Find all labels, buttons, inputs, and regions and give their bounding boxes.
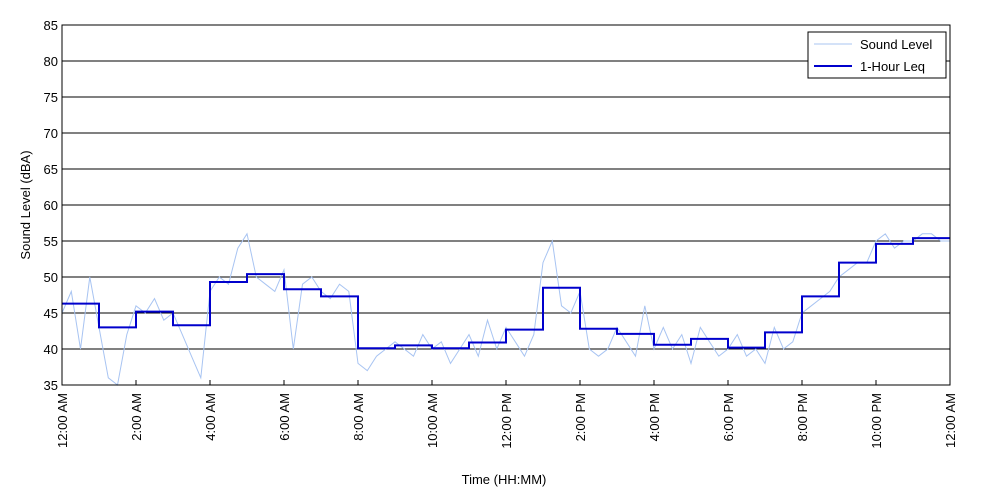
grid-lines [62, 60, 950, 350]
y-tick-label: 85 [44, 18, 58, 33]
legend: Sound Level 1-Hour Leq [807, 31, 947, 79]
y-tick-label: 50 [44, 270, 58, 285]
y-tick-label: 75 [44, 90, 58, 105]
x-tick-label: 6:00 AM [277, 393, 292, 441]
x-tick-label: 10:00 AM [425, 393, 440, 448]
y-tick-label: 45 [44, 306, 58, 321]
x-tick-label: 2:00 PM [573, 393, 588, 441]
y-tick-label: 65 [44, 162, 58, 177]
y-tick-label: 40 [44, 342, 58, 357]
x-tick-label: 8:00 PM [795, 393, 810, 441]
y-tick-label: 55 [44, 234, 58, 249]
y-tick-label: 35 [44, 378, 58, 393]
x-tick-label: 12:00 AM [943, 393, 958, 448]
x-tick-label: 12:00 AM [55, 393, 70, 448]
y-axis-label: Sound Level (dBA) [18, 150, 33, 259]
legend-label-sound-level: Sound Level [860, 37, 932, 52]
legend-label-leq: 1-Hour Leq [860, 59, 925, 74]
leq-series [62, 237, 950, 350]
y-tick-label: 70 [44, 126, 58, 141]
x-axis-label: Time (HH:MM) [462, 472, 547, 487]
x-tick-label: 4:00 PM [647, 393, 662, 441]
y-tick-label: 60 [44, 198, 58, 213]
x-tick-label: 6:00 PM [721, 393, 736, 441]
x-axis: 12:00 AM 2:00 AM 4:00 AM 6:00 AM 8:00 AM 10:0… [55, 380, 958, 449]
x-tick-label: 12:00 PM [499, 393, 514, 449]
x-tick-label: 8:00 AM [351, 393, 366, 441]
x-tick-label: 10:00 PM [869, 393, 884, 449]
x-tick-label: 2:00 AM [129, 393, 144, 441]
x-tick-label: 4:00 AM [203, 393, 218, 441]
y-axis: 35 40 45 50 55 60 65 70 75 80 85 [44, 18, 58, 393]
leq-step-line [62, 237, 950, 350]
legend-box [807, 31, 947, 79]
y-tick-label: 80 [44, 54, 58, 69]
